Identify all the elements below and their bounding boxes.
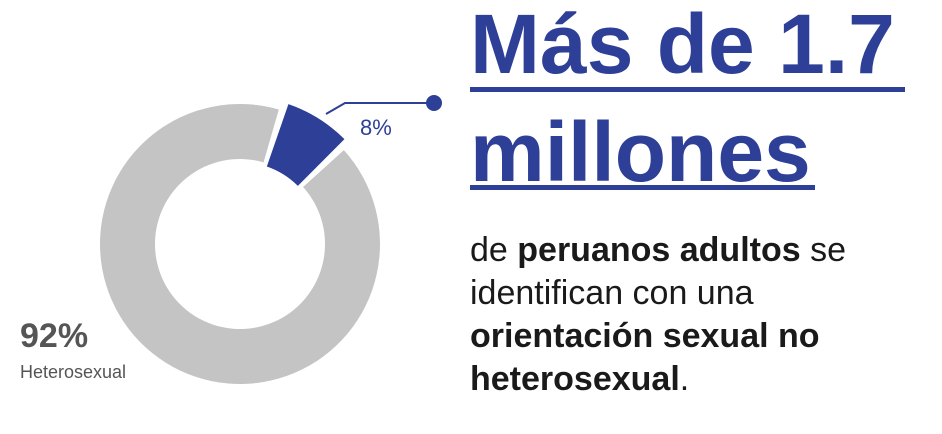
leader-line [325, 102, 434, 115]
leader-dot [426, 95, 442, 111]
description-text: de peruanos adultos se identifican con u… [470, 229, 930, 401]
non-heterosexual-percent-label: 8% [360, 115, 392, 140]
slice-heterosexual [100, 104, 380, 384]
headline-line-1: Más de 1.7 [470, 0, 895, 91]
heterosexual-percent-label: 92% [20, 317, 89, 355]
slice-non-heterosexual [266, 104, 345, 186]
description-part-2: se identifican con una [470, 231, 846, 312]
description-part-1: de [470, 231, 518, 269]
headline-underline-2 [470, 185, 815, 190]
description-part-3: . [679, 360, 690, 398]
description-bold-1: peruanos adultos [517, 231, 801, 269]
headline-line-2: millones [470, 105, 811, 199]
description-bold-2: orientación sexual no heterosexual [470, 317, 820, 398]
headline-underline-1 [470, 87, 905, 92]
heterosexual-category-label: Heterosexual [20, 362, 127, 382]
